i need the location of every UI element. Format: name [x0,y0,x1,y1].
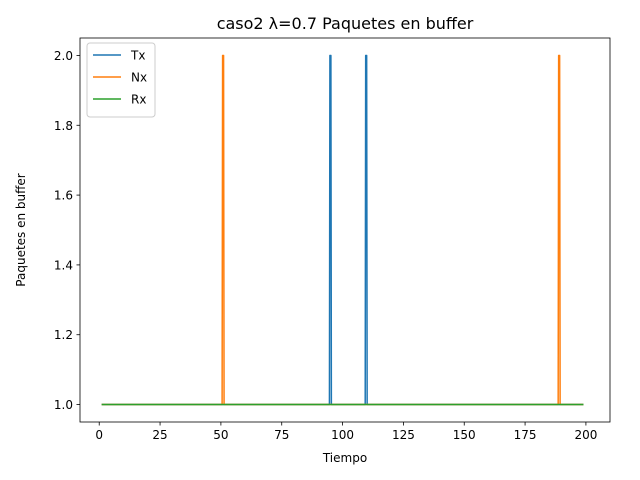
legend-label-rx: Rx [131,93,146,107]
y-tick-label: 1.8 [54,119,73,133]
x-tick-label: 0 [95,428,103,442]
y-tick-label: 1.4 [54,258,73,272]
x-tick-label: 150 [453,428,476,442]
legend: Tx Nx Rx [86,42,156,118]
x-tick-label: 50 [213,428,228,442]
series-layer [101,54,584,406]
y-axis-label: Paquetes en buffer [14,173,28,286]
x-axis-label: Tiempo [322,451,367,465]
x-tick-label: 125 [392,428,415,442]
x-tick-label: 25 [152,428,167,442]
x-tick-label: 200 [574,428,597,442]
x-tick-label: 75 [274,428,289,442]
legend-label-tx: Tx [130,49,145,63]
legend-label-nx: Nx [131,71,147,85]
x-tick-label: 100 [331,428,354,442]
plot-frame [79,37,611,423]
x-tick-label: 175 [514,428,537,442]
y-tick-label: 2.0 [54,49,73,63]
y-tick-label: 1.2 [54,328,73,342]
y-tick-label: 1.0 [54,398,73,412]
y-tick-label: 1.6 [54,189,73,203]
chart-title: caso2 λ=0.7 Paquetes en buffer [217,14,474,33]
axes-layer: 0 25 50 75 100 125 150 175 200 1.0 1.2 1.4 1.6 1.8 2.0 [54,37,611,442]
